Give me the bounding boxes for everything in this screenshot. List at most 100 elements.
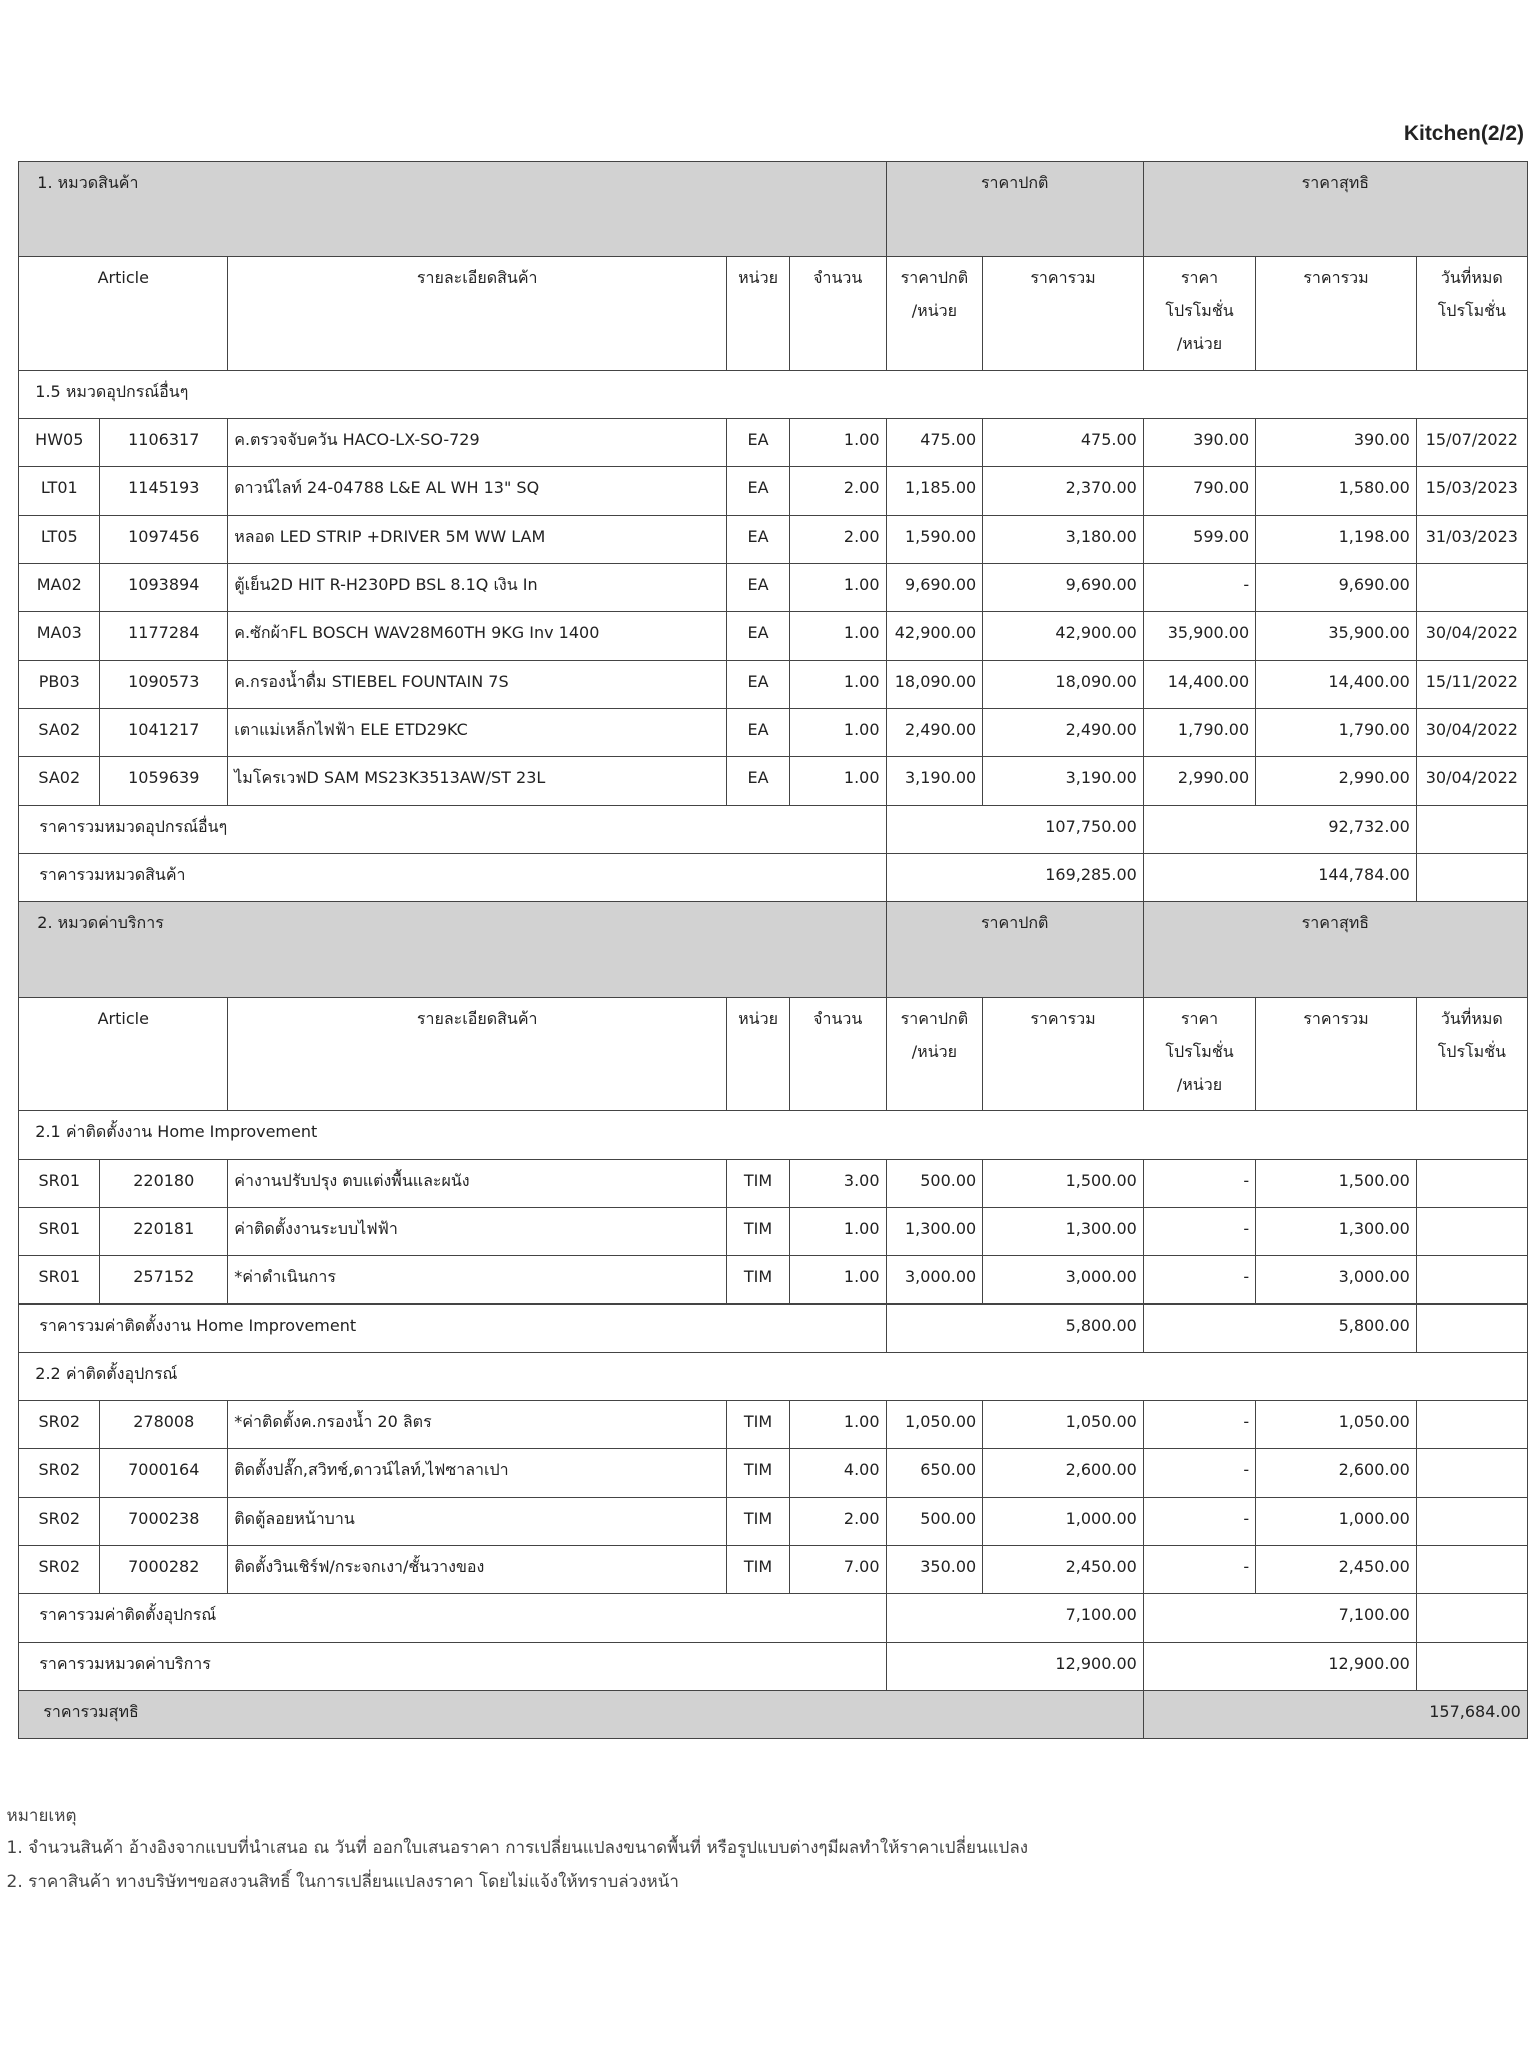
table-cell: 30/04/2022 — [1415, 707, 1528, 758]
table-cell: 7000282 — [99, 1545, 229, 1595]
table-cell-text: EA — [747, 429, 769, 449]
table-cell-text: 257152 — [133, 1267, 195, 1287]
table-cell: 14,400.00 — [1142, 659, 1257, 709]
column-header-line: ราคา — [1180, 268, 1219, 287]
section-total-label: ราคารวมหมวดสินค้า — [18, 852, 887, 903]
table-cell: HW05 — [18, 417, 101, 468]
column-header-line: หน่วย — [738, 268, 778, 287]
table-cell-text: 30/04/2022 — [1425, 768, 1518, 788]
table-cell-text: 1.00 — [843, 1412, 880, 1432]
table-cell: PB03 — [18, 659, 101, 709]
table-cell-text: SA02 — [38, 768, 81, 788]
table-cell: 1.00 — [788, 611, 887, 661]
column-header-line: วันที่หมด — [1440, 268, 1503, 287]
table-cell: 15/03/2023 — [1415, 466, 1528, 516]
table-cell-text: ค่าติดตั้งงานระบบไฟฟ้า — [234, 1218, 398, 1238]
table-cell-text: 475.00 — [1080, 429, 1137, 449]
table-cell: SR02 — [18, 1496, 101, 1547]
table-cell: ค.ตรวจจับควัน HACO-LX-SO-729 — [227, 417, 728, 468]
table-cell: 2,450.00 — [1255, 1545, 1417, 1595]
column-header-line: /หน่วย — [1176, 1074, 1223, 1094]
table-cell: 1,300.00 — [982, 1206, 1144, 1257]
table-cell: MA02 — [18, 562, 101, 613]
table-cell: 1,500.00 — [982, 1158, 1144, 1208]
table-cell: 3,000.00 — [982, 1255, 1144, 1305]
table-cell: SA02 — [18, 707, 101, 758]
table-cell: 475.00 — [885, 417, 984, 468]
column-header: จำนวน — [788, 996, 887, 1112]
table-cell-text: 7000282 — [128, 1557, 200, 1577]
table-cell-text: ติดตั้งวินเชิร์ฟ/กระจกเงา/ชั้นวางของ — [234, 1557, 485, 1577]
table-cell: 9,690.00 — [1255, 562, 1417, 613]
table-cell-text: ดาวน์ไลท์ 24-04788 L&E AL WH 13" SQ — [234, 478, 540, 498]
table-cell-text: 1.00 — [843, 1218, 880, 1238]
empty-cell — [1415, 1303, 1528, 1353]
table-cell-text: 1,300.00 — [904, 1218, 977, 1238]
column-header-line: จำนวน — [813, 1008, 863, 1028]
grand-total-label-text: ราคารวมสุทธิ — [43, 1702, 139, 1722]
table-cell: หลอด LED STRIP +DRIVER 5M WW LAM — [227, 514, 728, 564]
table-cell-text: 2,600.00 — [1338, 1460, 1410, 1480]
table-cell: 475.00 — [982, 417, 1144, 468]
table-cell-text: ค.ตรวจจับควัน HACO-LX-SO-729 — [234, 429, 480, 449]
table-cell-text: 2.00 — [843, 1508, 880, 1528]
table-cell-text: 7000164 — [128, 1460, 200, 1480]
table-cell: 1059639 — [99, 756, 229, 806]
table-cell: 15/11/2022 — [1415, 659, 1528, 709]
table-cell: 257152 — [99, 1255, 229, 1305]
table-cell-text: LT05 — [40, 526, 78, 546]
table-cell — [1415, 1400, 1528, 1450]
section-total-label-text: ราคารวมหมวดสินค้า — [39, 864, 186, 884]
table-cell-text: 1106317 — [128, 429, 200, 449]
table-cell: *ค่าดำเนินการ — [227, 1255, 728, 1305]
column-header-line: โปรโมชั่น — [1165, 1041, 1234, 1061]
table-cell-text: EA — [747, 526, 769, 546]
table-cell: - — [1142, 1496, 1257, 1547]
table-cell: 1,590.00 — [885, 514, 984, 564]
table-cell: 9,690.00 — [982, 562, 1144, 613]
column-header-line: โปรโมชั่น — [1437, 301, 1506, 320]
table-cell: - — [1142, 1545, 1257, 1595]
subtotal-net-total-text: 7,100.00 — [1338, 1605, 1410, 1625]
table-cell — [1415, 1206, 1528, 1257]
column-header: ราคา โปรโมชั่น/หน่วย — [1142, 256, 1257, 371]
table-cell: SR02 — [18, 1400, 101, 1450]
empty-cell — [1415, 804, 1528, 854]
table-cell: 18,090.00 — [885, 659, 984, 709]
table-cell: 1,580.00 — [1255, 466, 1417, 516]
table-cell-text: 1,185.00 — [904, 478, 977, 498]
table-cell: EA — [726, 417, 790, 468]
table-cell: 14,400.00 — [1255, 659, 1417, 709]
table-cell: 1.00 — [788, 562, 887, 613]
table-cell: ติดตั้งวินเชิร์ฟ/กระจกเงา/ชั้นวางของ — [227, 1545, 728, 1595]
table-cell-text: 35,900.00 — [1167, 623, 1250, 643]
table-cell: 1,790.00 — [1142, 707, 1257, 758]
column-header: รายละเอียดสินค้า — [227, 996, 728, 1112]
table-cell-text: 220181 — [133, 1218, 195, 1238]
table-cell: SR02 — [18, 1448, 101, 1498]
column-header-line: ราคา — [1180, 1008, 1219, 1028]
table-cell: 35,900.00 — [1255, 611, 1417, 661]
table-cell: - — [1142, 1158, 1257, 1208]
subtotal-total: 5,800.00 — [885, 1303, 1144, 1353]
table-cell: - — [1142, 1448, 1257, 1498]
table-cell: TIM — [726, 1158, 790, 1208]
table-cell-text: SR01 — [38, 1218, 81, 1238]
table-cell: TIM — [726, 1206, 790, 1257]
table-cell-text: 2,600.00 — [1065, 1460, 1137, 1480]
table-cell-text: 3,180.00 — [1065, 526, 1137, 546]
table-cell: 790.00 — [1142, 466, 1257, 516]
table-cell-text: ติดตู้ลอยหน้าบาน — [234, 1508, 355, 1528]
table-cell: TIM — [726, 1255, 790, 1305]
table-cell-text: 1090573 — [128, 671, 200, 691]
column-header: รายละเอียดสินค้า — [227, 256, 728, 371]
table-cell: 1,300.00 — [1255, 1206, 1417, 1257]
column-header: Article — [18, 256, 229, 371]
table-cell: 2,600.00 — [982, 1448, 1144, 1498]
table-cell: TIM — [726, 1400, 790, 1450]
table-cell-text: 7000238 — [128, 1508, 200, 1528]
empty-cell — [1415, 1593, 1528, 1643]
table-cell: ค่างานปรับปรุง ตบแต่งพื้นและผนัง — [227, 1158, 728, 1208]
table-cell — [1415, 1496, 1528, 1547]
section-total-text: 12,900.00 — [1055, 1653, 1137, 1673]
